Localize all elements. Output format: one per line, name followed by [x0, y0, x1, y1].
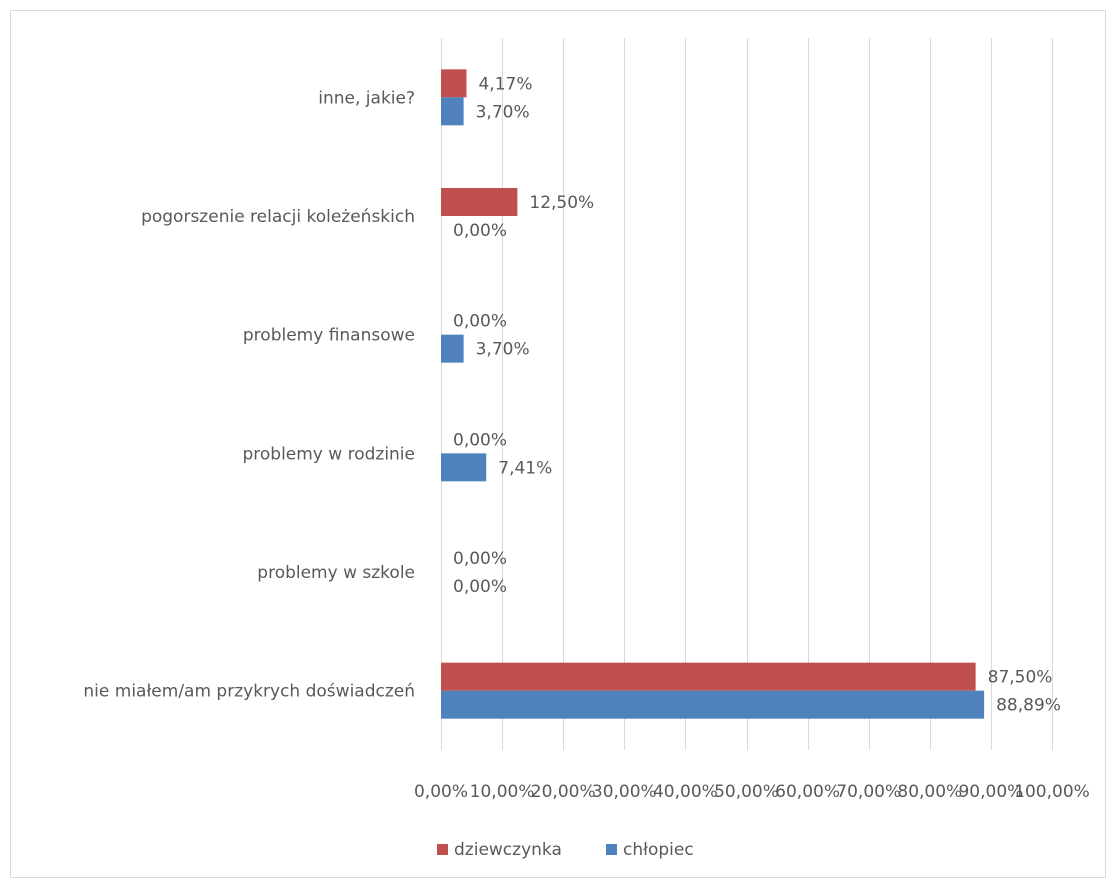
- data-label: 3,70%: [476, 102, 530, 122]
- data-label: 12,50%: [529, 193, 594, 213]
- x-tick-label: 40,00%: [653, 782, 718, 802]
- x-tick-label: 60,00%: [775, 782, 840, 802]
- x-tick-label: 90,00%: [958, 782, 1023, 802]
- chart-frame: [10, 10, 1106, 878]
- category-label: inne, jakie?: [318, 88, 415, 108]
- data-label: 3,70%: [476, 340, 530, 360]
- legend-swatch: [606, 844, 617, 855]
- x-tick-label: 0,00%: [414, 782, 468, 802]
- data-label: 87,50%: [988, 668, 1053, 688]
- legend: dziewczynka chłopiec: [437, 840, 694, 860]
- data-label: 0,00%: [453, 549, 507, 569]
- bar-chlopiec: [441, 690, 985, 719]
- x-tick-label: 10,00%: [470, 782, 535, 802]
- bar-chlopiec: [441, 453, 487, 482]
- x-tick-label: 50,00%: [714, 782, 779, 802]
- gridlines: [441, 38, 1053, 750]
- category-label: problemy w rodzinie: [242, 444, 415, 464]
- bar-dziewczynka: [441, 69, 467, 98]
- x-tick-label: 70,00%: [836, 782, 901, 802]
- category-label: nie miałem/am przykrych doświadczeń: [83, 682, 415, 702]
- data-labels: 4,17% 3,70% 12,50% 0,00% 0,00% 3,70% 0,00% 7,41…: [453, 74, 1061, 715]
- category-label: problemy w szkole: [257, 563, 415, 583]
- bar-chlopiec: [441, 334, 464, 363]
- x-tick-label: 100,00%: [1014, 782, 1090, 802]
- data-label: 0,00%: [453, 221, 507, 241]
- bar-dziewczynka: [441, 662, 976, 691]
- x-tick-label: 30,00%: [592, 782, 657, 802]
- bars: [441, 69, 985, 719]
- data-label: 0,00%: [453, 430, 507, 450]
- bar-dziewczynka: [441, 188, 518, 216]
- data-label: 7,41%: [498, 458, 552, 478]
- category-labels: inne, jakie? pogorszenie relacji koleżeńs…: [83, 88, 415, 701]
- data-label: 88,89%: [996, 696, 1061, 716]
- legend-label: chłopiec: [623, 840, 694, 860]
- legend-label: dziewczynka: [454, 840, 562, 860]
- data-label: 4,17%: [478, 74, 532, 94]
- x-tick-label: 80,00%: [897, 782, 962, 802]
- data-label: 0,00%: [453, 577, 507, 597]
- x-axis-ticks: 0,00% 10,00%20,00%30,00%40,00%50,00%60,00…: [414, 782, 1090, 802]
- category-label: problemy finansowe: [243, 326, 415, 346]
- data-label: 0,00%: [453, 312, 507, 332]
- legend-swatch: [437, 844, 448, 855]
- category-label: pogorszenie relacji koleżeńskich: [141, 207, 415, 227]
- x-tick-label: 20,00%: [531, 782, 596, 802]
- bar-chlopiec: [441, 97, 464, 126]
